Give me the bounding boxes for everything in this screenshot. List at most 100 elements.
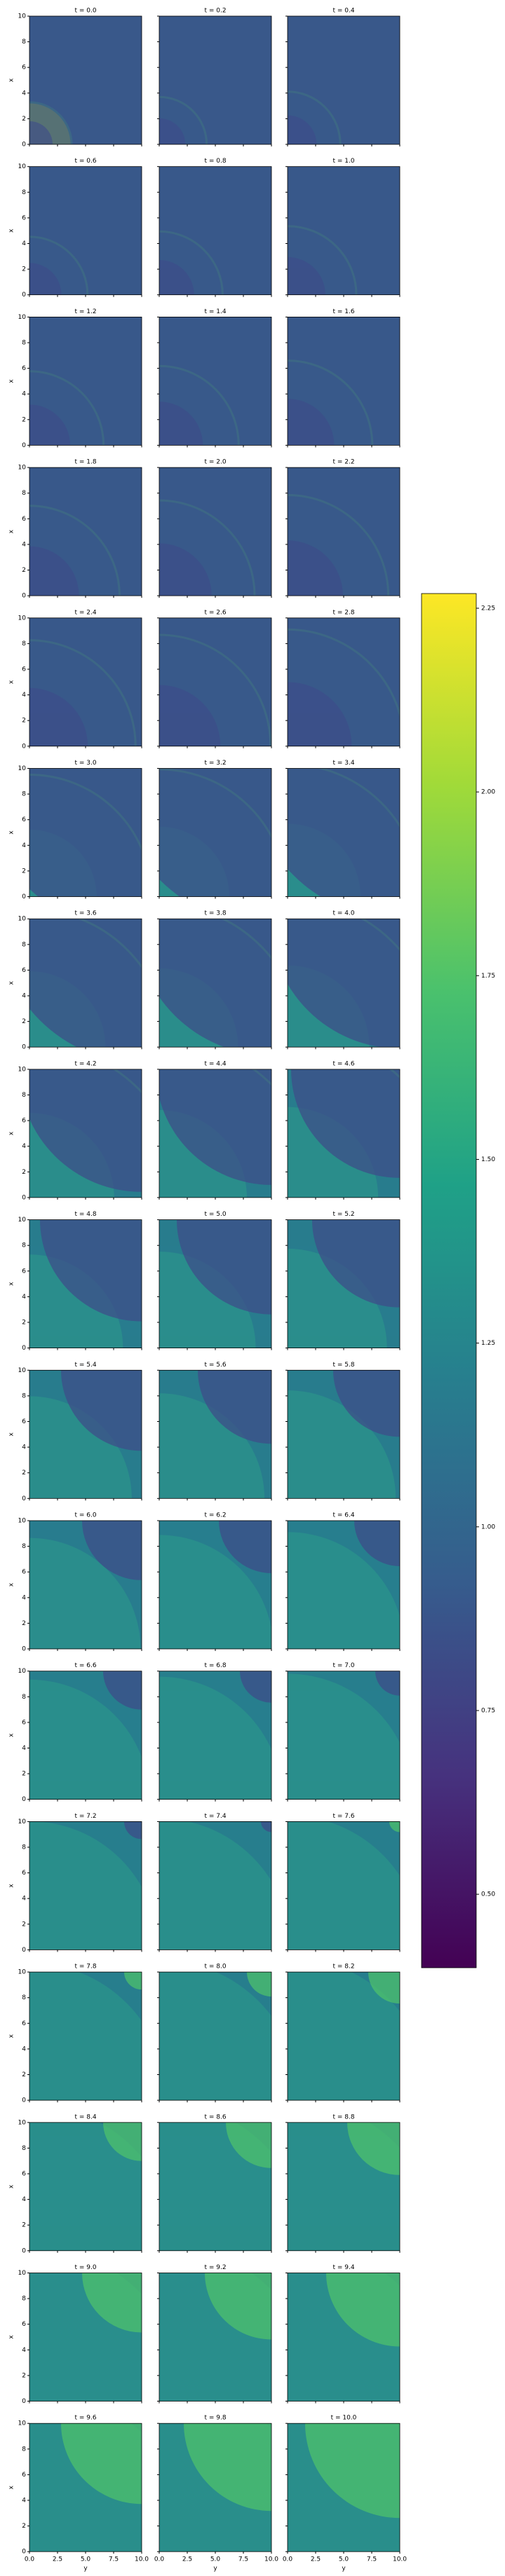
y-tick-label: 8 [22,640,26,648]
y-tick-label: 6 [22,1418,26,1425]
field-image [159,467,271,596]
y-tick-label: 10 [18,765,27,772]
y-tick-label: 4 [22,1444,26,1451]
reflection [291,1069,400,1178]
reflection [288,467,400,596]
reflection [261,1821,271,1832]
inner-region [159,1535,271,1649]
y-tick-label: 4 [22,541,26,548]
inner-region [159,1676,271,1800]
y-tick-label: 6 [22,2171,26,2178]
reflection [29,166,142,295]
y-tick-label: 2 [22,2071,26,2078]
field-image [288,1219,400,1348]
panel-title: t = 1.0 [332,158,354,165]
panel-title: t = 7.2 [74,1813,96,1820]
reflection [159,317,271,446]
y-tick-label: 6 [22,2020,26,2027]
y-tick-label: 0 [22,1796,26,1803]
y-tick-label: 6 [22,967,26,974]
x-axis-label: y [83,2565,88,2572]
x-tick-label: 2.5 [182,2556,192,2563]
y-tick-label: 6 [22,2472,26,2479]
colorbar-tick-label: 0.75 [481,1707,495,1714]
field-image [159,1521,271,1649]
reflection [82,2273,142,2333]
colorbar-tick-label: 1.00 [481,1523,495,1530]
y-tick-label: 6 [22,516,26,523]
field-image [29,467,142,596]
y-tick-label: 8 [22,1844,26,1851]
y-tick-label: 4 [22,1294,26,1301]
y-tick-label: 2 [22,1018,26,1025]
y-tick-label: 4 [22,842,26,849]
reflection [159,166,271,295]
colorbar-tick-label: 2.25 [481,605,495,612]
y-tick-label: 6 [22,1268,26,1275]
y-tick-label: 8 [22,2296,26,2303]
panel-title: t = 1.8 [74,459,96,466]
reflection [40,1219,142,1322]
field-image [29,2273,142,2402]
panel-title: t = 4.0 [332,910,354,917]
panel-title: t = 5.2 [332,1211,354,1218]
x-tick-label: 2.5 [311,2556,321,2563]
panel-title: t = 6.0 [74,1512,96,1519]
y-tick-label: 2 [22,1320,26,1327]
inner-region [288,1972,400,2101]
y-tick-label: 2 [22,416,26,423]
y-tick-label: 4 [22,993,26,1000]
y-tick-label: 10 [18,465,27,472]
y-axis-label: x [8,1884,15,1888]
y-tick-label: 8 [22,791,26,798]
y-tick-label: 10 [18,1518,27,1525]
y-tick-label: 2 [22,868,26,875]
panel-title: t = 3.4 [332,760,354,767]
x-tick-label: 10.0 [135,2556,149,2563]
reflection [333,1370,400,1437]
y-tick-label: 10 [18,314,27,321]
y-tick-label: 8 [22,1392,26,1399]
reflection [288,317,400,446]
y-tick-label: 4 [22,2498,26,2505]
reflection [61,1370,142,1451]
field-image [288,617,400,746]
y-axis-label: x [8,1582,15,1587]
x-tick-label: 2.5 [53,2556,62,2563]
inner-region [159,1252,256,1348]
reflection [375,1671,400,1696]
y-tick-label: 8 [22,1994,26,2001]
colorbar [421,593,477,1968]
x-tick-label: 5.0 [81,2556,91,2563]
y-axis-label: x [8,379,15,383]
panel-title: t = 1.6 [332,308,354,315]
y-tick-label: 10 [18,2270,27,2277]
panel-title: t = 6.6 [74,1662,96,1669]
y-tick-label: 2 [22,2523,26,2530]
y-tick-label: 8 [22,2145,26,2152]
inner-region [29,2122,142,2251]
y-tick-label: 0 [22,1194,26,1201]
y-axis-label: x [8,529,15,533]
y-tick-label: 0 [22,893,26,900]
field-image [29,768,142,897]
inner-region [29,1972,142,2101]
reflection [159,1069,271,1185]
reflection [312,1219,400,1308]
reflection [159,768,271,897]
y-tick-label: 8 [22,490,26,497]
y-tick-label: 10 [18,1818,27,1825]
reflection [29,317,142,446]
y-tick-label: 4 [22,692,26,699]
y-tick-label: 2 [22,1921,26,1928]
field-image [29,166,142,295]
y-tick-label: 10 [18,13,27,20]
y-tick-label: 6 [22,1569,26,1576]
inner-region [288,1821,400,1950]
colorbar-tick-label: 1.50 [481,1156,495,1163]
y-tick-label: 2 [22,718,26,725]
reflection [29,1069,142,1192]
panel-title: t = 4.8 [74,1211,96,1218]
inner-region [288,1532,400,1649]
